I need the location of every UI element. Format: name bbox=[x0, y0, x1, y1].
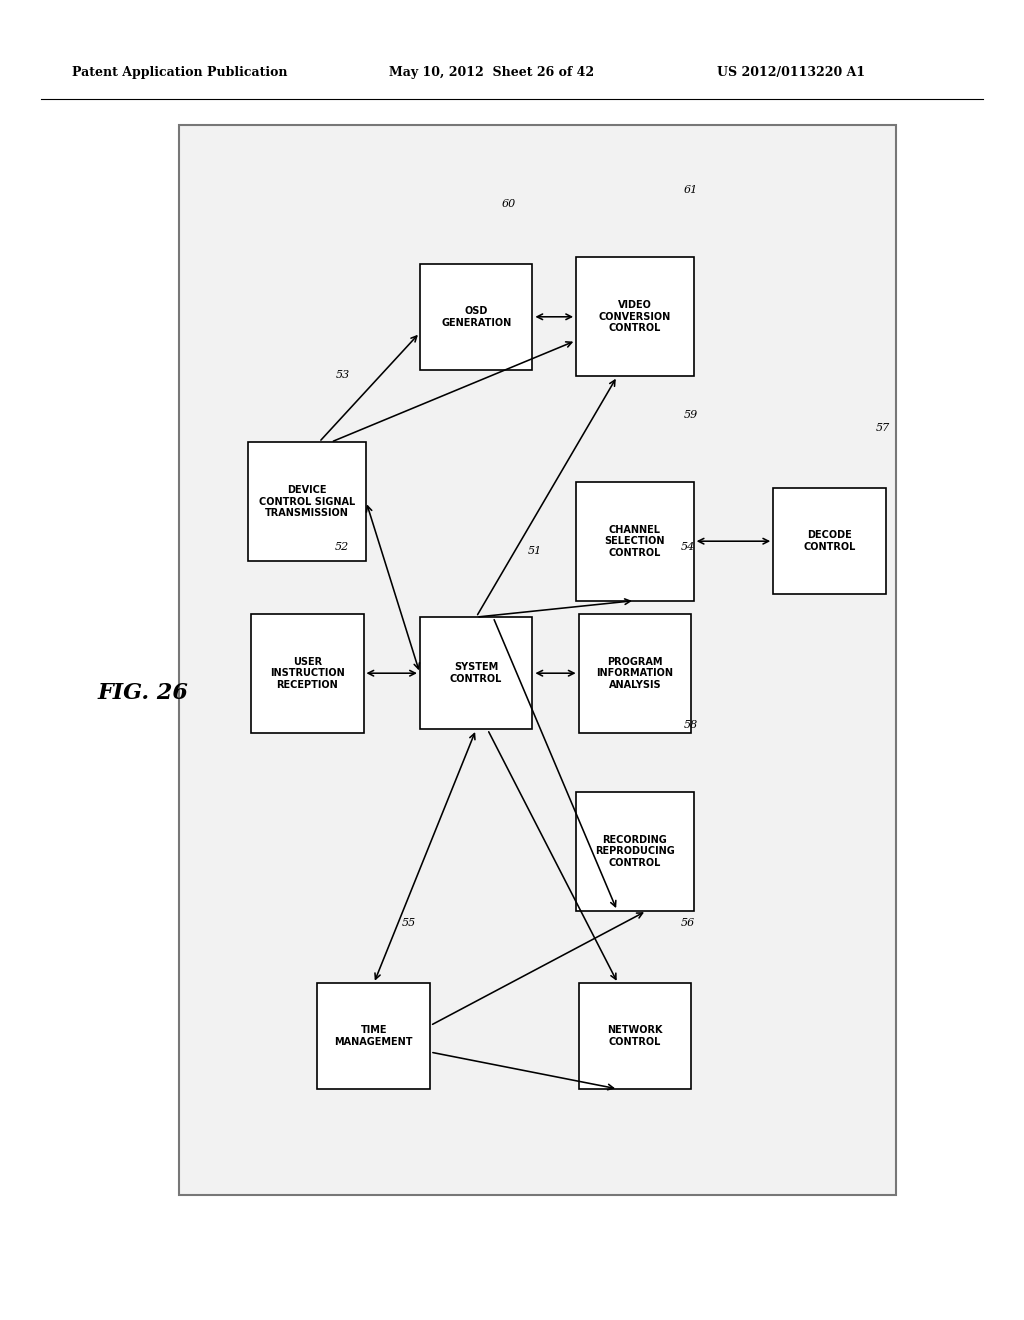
Text: 51: 51 bbox=[527, 546, 542, 557]
Text: USER
INSTRUCTION
RECEPTION: USER INSTRUCTION RECEPTION bbox=[270, 656, 344, 690]
Text: 60: 60 bbox=[502, 198, 516, 209]
Bar bbox=[251, 614, 364, 733]
Text: 59: 59 bbox=[684, 409, 697, 420]
Text: DEVICE
CONTROL SIGNAL
TRANSMISSION: DEVICE CONTROL SIGNAL TRANSMISSION bbox=[259, 484, 355, 519]
Text: 58: 58 bbox=[684, 719, 697, 730]
Text: 55: 55 bbox=[401, 917, 416, 928]
Bar bbox=[575, 792, 694, 911]
Text: OSD
GENERATION: OSD GENERATION bbox=[441, 306, 511, 327]
Bar bbox=[773, 488, 886, 594]
Text: SYSTEM
CONTROL: SYSTEM CONTROL bbox=[450, 663, 503, 684]
Text: May 10, 2012  Sheet 26 of 42: May 10, 2012 Sheet 26 of 42 bbox=[389, 66, 594, 79]
Bar bbox=[579, 983, 691, 1089]
Bar bbox=[248, 442, 367, 561]
Text: RECORDING
REPRODUCING
CONTROL: RECORDING REPRODUCING CONTROL bbox=[595, 834, 675, 869]
Text: US 2012/0113220 A1: US 2012/0113220 A1 bbox=[717, 66, 865, 79]
Text: 53: 53 bbox=[336, 370, 349, 380]
Bar bbox=[317, 983, 430, 1089]
Bar bbox=[575, 482, 694, 601]
Text: TIME
MANAGEMENT: TIME MANAGEMENT bbox=[335, 1026, 413, 1047]
Text: 52: 52 bbox=[335, 541, 349, 552]
Bar bbox=[575, 257, 694, 376]
Bar bbox=[420, 618, 532, 729]
Text: PROGRAM
INFORMATION
ANALYSIS: PROGRAM INFORMATION ANALYSIS bbox=[596, 656, 674, 690]
Text: NETWORK
CONTROL: NETWORK CONTROL bbox=[607, 1026, 663, 1047]
Text: 56: 56 bbox=[681, 917, 695, 928]
Text: VIDEO
CONVERSION
CONTROL: VIDEO CONVERSION CONTROL bbox=[599, 300, 671, 334]
Text: FIG. 26: FIG. 26 bbox=[97, 682, 188, 704]
Text: 61: 61 bbox=[684, 185, 697, 195]
Text: 57: 57 bbox=[876, 422, 890, 433]
Text: DECODE
CONTROL: DECODE CONTROL bbox=[803, 531, 856, 552]
Bar bbox=[420, 264, 532, 370]
Bar bbox=[179, 125, 896, 1195]
Text: Patent Application Publication: Patent Application Publication bbox=[72, 66, 287, 79]
Bar bbox=[579, 614, 691, 733]
Text: 54: 54 bbox=[681, 541, 695, 552]
Text: CHANNEL
SELECTION
CONTROL: CHANNEL SELECTION CONTROL bbox=[604, 524, 666, 558]
